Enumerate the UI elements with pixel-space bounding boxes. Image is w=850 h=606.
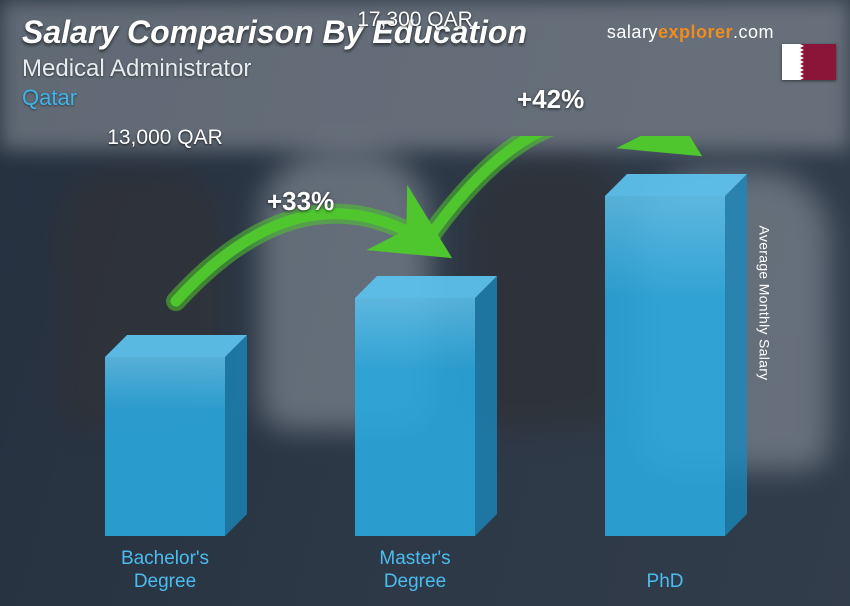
bar: 13,000 QARBachelor'sDegree xyxy=(90,357,240,536)
increase-pct: +33% xyxy=(267,186,334,217)
watermark-part: explorer xyxy=(658,22,733,42)
job-title: Medical Administrator xyxy=(22,55,527,83)
watermark: salaryexplorer.com xyxy=(607,22,774,43)
watermark-part: salary xyxy=(607,22,658,42)
infographic-canvas: Salary Comparison By Education Medical A… xyxy=(0,0,850,606)
bar-label: Bachelor'sDegree xyxy=(75,547,255,595)
bar-label: PhD xyxy=(575,570,755,594)
bar: 24,700 QARPhD xyxy=(590,196,740,536)
bar-value: 17,300 QAR xyxy=(315,8,515,32)
watermark-part: .com xyxy=(733,22,774,42)
bar-value: 13,000 QAR xyxy=(65,126,265,150)
bar-label: Master'sDegree xyxy=(325,547,505,595)
increase-pct: +42% xyxy=(517,84,584,115)
bar: 17,300 QARMaster'sDegree xyxy=(340,298,490,536)
qatar-flag-icon xyxy=(782,44,836,80)
bar-chart: 13,000 QARBachelor'sDegree 17,300 QARMast… xyxy=(60,136,780,536)
country-name: Qatar xyxy=(22,85,527,111)
